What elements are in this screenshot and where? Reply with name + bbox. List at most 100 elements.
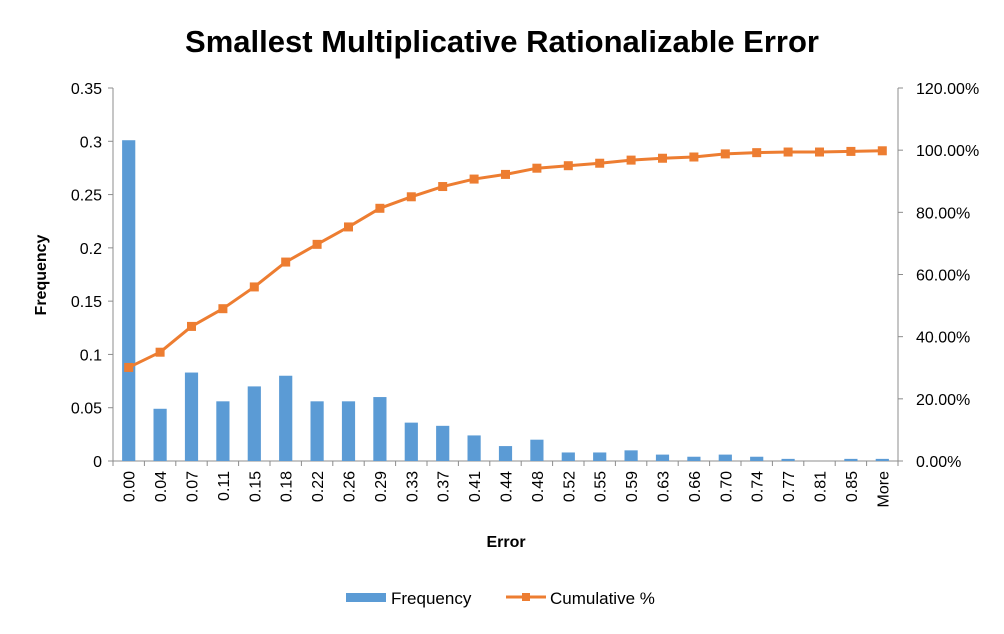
line-point [720,149,730,159]
x-tick-label: 0.26 [342,471,359,502]
x-tick-label: 0.55 [593,471,610,502]
x-tick-label: 0.48 [530,471,547,502]
y-tick-label: 0.3 [80,134,102,151]
chart-title: Smallest Multiplicative Rationalizable E… [185,24,819,59]
line-point [312,239,322,249]
x-tick-label: 0.00 [122,471,139,502]
bar [153,408,167,461]
bar [498,446,513,461]
line-point [689,152,699,162]
axes: 0 0.05 0.1 0.15 0.2 0.25 0.3 0.35 0.00% 20.00% 40.… [71,81,979,507]
line-point [124,362,134,372]
bar [279,375,293,461]
y2-tick-label: 120.00% [916,81,979,98]
y-tick-label: 0.05 [71,401,102,418]
bar [624,450,638,461]
legend-label-frequency: Frequency [391,589,472,608]
line-point [532,163,542,173]
bar [655,454,670,461]
bar [718,454,732,461]
x-tick-label: 0.37 [436,471,453,502]
x-tick-label: 0.22 [310,471,327,502]
line-point [658,153,667,163]
x-tick-label: 0.59 [624,471,641,502]
y2-tick-label: 40.00% [916,330,970,347]
bar [593,452,607,461]
x-tick-label: 0.04 [153,471,170,502]
cumulative-line [128,149,883,369]
bar [247,386,261,461]
legend-swatch-cumulative-marker [522,593,530,601]
y2-tick-label: 80.00% [916,205,970,222]
line-point [249,282,259,292]
line-point [187,321,196,331]
bar [404,422,418,461]
line-point [406,192,416,202]
bar [184,372,199,461]
x-tick-label: 0.81 [813,471,830,502]
x-tick-label: 0.44 [499,471,516,502]
y-tick-label: 0.2 [80,241,102,258]
x-tick-label: 0.66 [687,471,704,502]
x-axis-label: Error [486,534,525,551]
line-point [218,304,228,314]
bar [844,458,858,461]
y2-tick-label: 20.00% [916,392,970,409]
x-tick-label: 0.29 [373,471,390,502]
bar [341,401,356,461]
y-tick-label: 0 [93,454,102,471]
y-axis-label: Frequency [33,234,50,315]
line-point [783,147,793,157]
bar [122,140,136,461]
bar [216,401,230,461]
line-point [501,169,510,179]
y2-tick-label: 0.00% [916,454,961,471]
bar [781,458,795,461]
x-tick-label: 0.74 [750,471,767,502]
x-tick-label: 0.15 [247,471,264,502]
x-tick-label: 0.77 [781,471,798,502]
y-tick-label: 0.25 [71,188,102,205]
bar [687,456,701,461]
x-tick-label: More [875,471,892,508]
x-tick-label: 0.85 [844,471,861,502]
line-point [438,182,448,192]
x-tick-label: 0.33 [404,471,421,502]
bar [436,425,450,461]
line-point [375,203,385,213]
line-point [595,158,605,168]
legend-swatch-frequency [346,593,386,602]
legend: Frequency Cumulative % [346,589,655,608]
x-tick-label: 0.70 [718,471,735,502]
line-point [846,146,856,156]
line-point [469,174,479,184]
y-tick-label: 0.1 [80,347,102,364]
y2-tick-label: 100.00% [916,143,979,160]
x-tick-label: 0.63 [656,471,673,502]
bar [875,458,889,461]
bar [467,435,481,461]
x-tick-label: 0.52 [561,471,578,502]
line-point [155,347,165,357]
bar [561,452,575,461]
x-tick-label: 0.07 [185,471,202,502]
line-point [344,222,353,232]
bar [530,439,544,461]
line-point [752,148,762,158]
x-tick-label: 0.18 [279,471,296,502]
y2-tick-label: 60.00% [916,268,970,285]
line-point [626,155,636,165]
line-point [877,146,887,156]
y-tick-label: 0.35 [71,81,102,98]
line-point [281,257,291,267]
bar-series [122,140,889,461]
line-series [124,146,887,372]
bar [373,397,387,461]
x-tick-label: 0.11 [216,471,233,501]
bar [310,401,324,461]
y-tick-label: 0.15 [71,294,102,311]
x-tick-label: 0.41 [467,471,484,502]
bar [750,456,764,461]
